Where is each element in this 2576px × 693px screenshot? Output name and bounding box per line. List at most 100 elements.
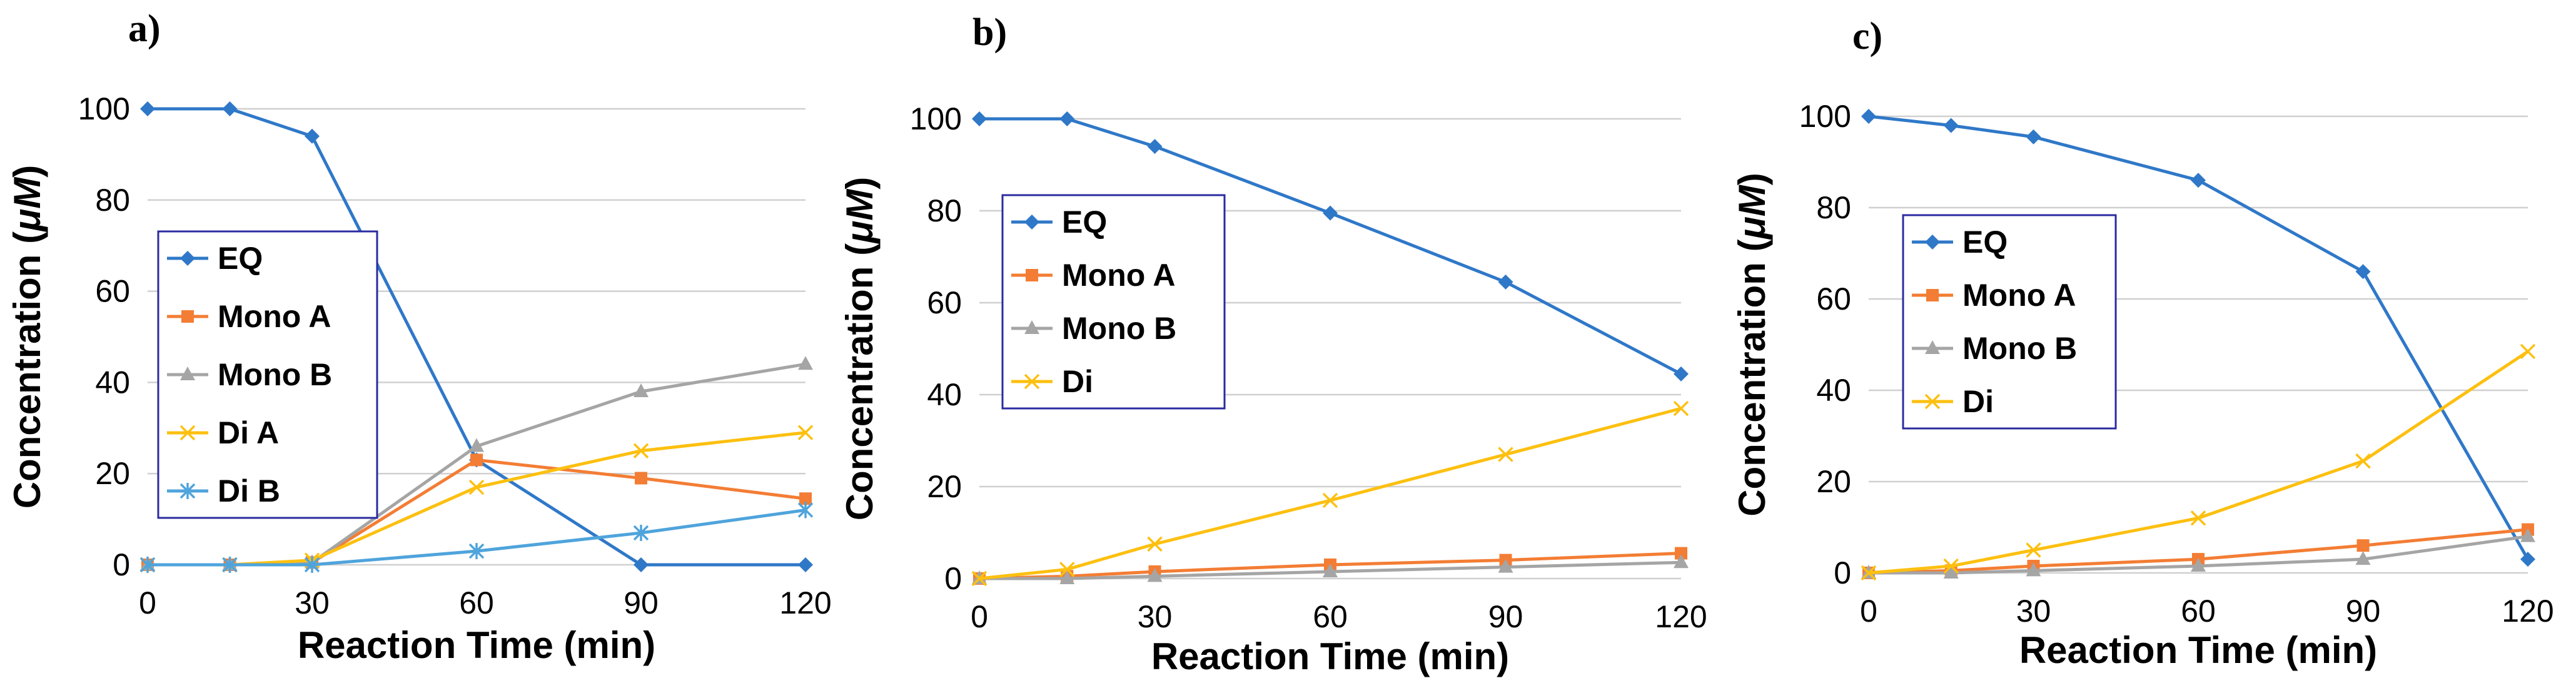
data-point xyxy=(634,383,649,397)
legend-item: Di xyxy=(1011,364,1093,399)
y-axis-title: Concentration (μM) xyxy=(1731,173,1773,516)
data-point xyxy=(1059,111,1075,126)
data-point xyxy=(305,128,320,144)
legend-marker xyxy=(179,425,196,441)
y-tick-label: 100 xyxy=(1799,99,1851,134)
x-tick-label: 30 xyxy=(1138,599,1173,634)
data-point xyxy=(1674,366,1689,382)
data-point xyxy=(633,524,649,541)
data-point xyxy=(1498,559,1513,573)
y-tick-label: 60 xyxy=(95,274,130,309)
legend-label: Di xyxy=(1062,364,1093,399)
data-point xyxy=(972,111,987,126)
y-tick-label: 0 xyxy=(944,561,962,596)
data-point xyxy=(1147,536,1163,552)
legend-box xyxy=(1902,214,2117,430)
data-point xyxy=(797,425,814,440)
legend-marker xyxy=(1924,393,1941,410)
y-axis-title-unit: μM xyxy=(1731,184,1773,240)
series-line xyxy=(1868,114,2530,560)
x-axis-title: Reaction Time (min) xyxy=(298,624,655,666)
y-axis-title-prefix: Concentration ( xyxy=(6,231,48,508)
series-line xyxy=(148,508,806,567)
data-point xyxy=(140,101,155,116)
data-point xyxy=(2191,173,2206,188)
y-axis-title-unit: μM xyxy=(6,176,48,233)
data-point xyxy=(1943,565,1959,579)
data-point xyxy=(222,557,238,573)
panel-label: c) xyxy=(1852,15,1882,58)
chart-panel-1: a) 0 20 40 60 80 100 0 30 60 90 120 Reaction Time (m… xyxy=(6,8,832,666)
data-point xyxy=(1673,400,1689,417)
data-point xyxy=(2026,129,2041,144)
y-tick-label: 100 xyxy=(910,101,962,136)
legend: EQ Mono A Mono B Di A Di B xyxy=(157,230,378,519)
y-axis-title-prefix: Concentration ( xyxy=(839,243,881,520)
legend-box xyxy=(157,230,378,519)
y-tick-label: 40 xyxy=(1816,373,1851,408)
x-tick-label: 120 xyxy=(2502,594,2553,629)
x-tick-label: 60 xyxy=(2181,594,2216,629)
data-point xyxy=(2355,264,2371,280)
data-point xyxy=(304,557,320,573)
legend-label: Mono A xyxy=(1962,278,2076,313)
series-di-b xyxy=(139,502,814,573)
data-point xyxy=(1674,554,1689,569)
x-axis-title: Reaction Time (min) xyxy=(2019,629,2377,671)
legend-marker xyxy=(1024,215,1039,230)
data-point xyxy=(2190,510,2206,526)
y-axis-title-unit: μM xyxy=(839,188,881,245)
legend-label: Di xyxy=(1962,384,1994,419)
x-tick-label: 90 xyxy=(624,585,659,620)
y-axis-title-suffix: ) xyxy=(1731,173,1773,185)
x-tick-label: 120 xyxy=(1655,599,1707,634)
y-axis-title-prefix: Concentration ( xyxy=(1731,239,1773,516)
data-point xyxy=(1861,565,1877,581)
data-point xyxy=(1322,492,1338,508)
legend: EQ Mono A Mono B Di xyxy=(1001,194,1226,410)
legend-marker xyxy=(180,251,195,266)
legend-label: Mono B xyxy=(1062,311,1176,346)
y-tick-label: 80 xyxy=(927,193,962,228)
y-tick-label: 80 xyxy=(95,183,130,218)
data-point xyxy=(1675,547,1687,560)
series-line xyxy=(979,117,1682,376)
data-point xyxy=(468,543,485,560)
legend-marker xyxy=(1024,373,1040,390)
x-tick-label: 60 xyxy=(1313,599,1348,634)
series-line xyxy=(1869,535,2528,575)
data-point xyxy=(2520,552,2535,567)
x-tick-label: 120 xyxy=(779,585,831,620)
x-axis-title: Reaction Time (min) xyxy=(1151,635,1509,677)
series-di xyxy=(1861,343,2536,581)
data-point xyxy=(634,557,649,572)
y-axis-title: Concentration (μM) xyxy=(839,177,881,520)
legend-item: EQ xyxy=(1912,225,2008,260)
x-tick-label: 60 xyxy=(459,585,494,620)
data-point xyxy=(139,557,156,573)
series-line xyxy=(979,552,1682,580)
data-point xyxy=(1943,118,1959,133)
legend-marker xyxy=(1926,289,1939,301)
chart-panel-2: b) 0 20 40 60 80 100 0 30 60 90 120 Reaction Time (m… xyxy=(839,11,1707,677)
x-tick-label: 30 xyxy=(295,585,330,620)
data-point xyxy=(1059,562,1075,577)
series-line xyxy=(1868,528,2528,575)
legend-item: Di B xyxy=(167,473,280,508)
legend-label: Mono B xyxy=(218,357,332,392)
data-point xyxy=(1861,109,1876,124)
chart-panel-3: c) 0 20 40 60 80 100 0 30 60 90 120 Reaction Time (m… xyxy=(1731,15,2554,671)
legend-item: EQ xyxy=(167,241,263,276)
legend-label: Mono B xyxy=(1962,331,2077,366)
y-tick-label: 0 xyxy=(1834,555,1851,590)
data-point xyxy=(2355,551,2371,565)
legend-item: Mono B xyxy=(1011,311,1176,346)
data-point xyxy=(635,472,647,485)
data-point xyxy=(470,453,483,467)
y-axis-title-suffix: ) xyxy=(839,177,881,190)
data-point xyxy=(799,492,812,505)
data-point xyxy=(797,502,814,518)
y-axis-title-suffix: ) xyxy=(6,165,48,178)
legend-marker xyxy=(179,483,196,499)
legend-label: EQ xyxy=(1962,225,2008,260)
